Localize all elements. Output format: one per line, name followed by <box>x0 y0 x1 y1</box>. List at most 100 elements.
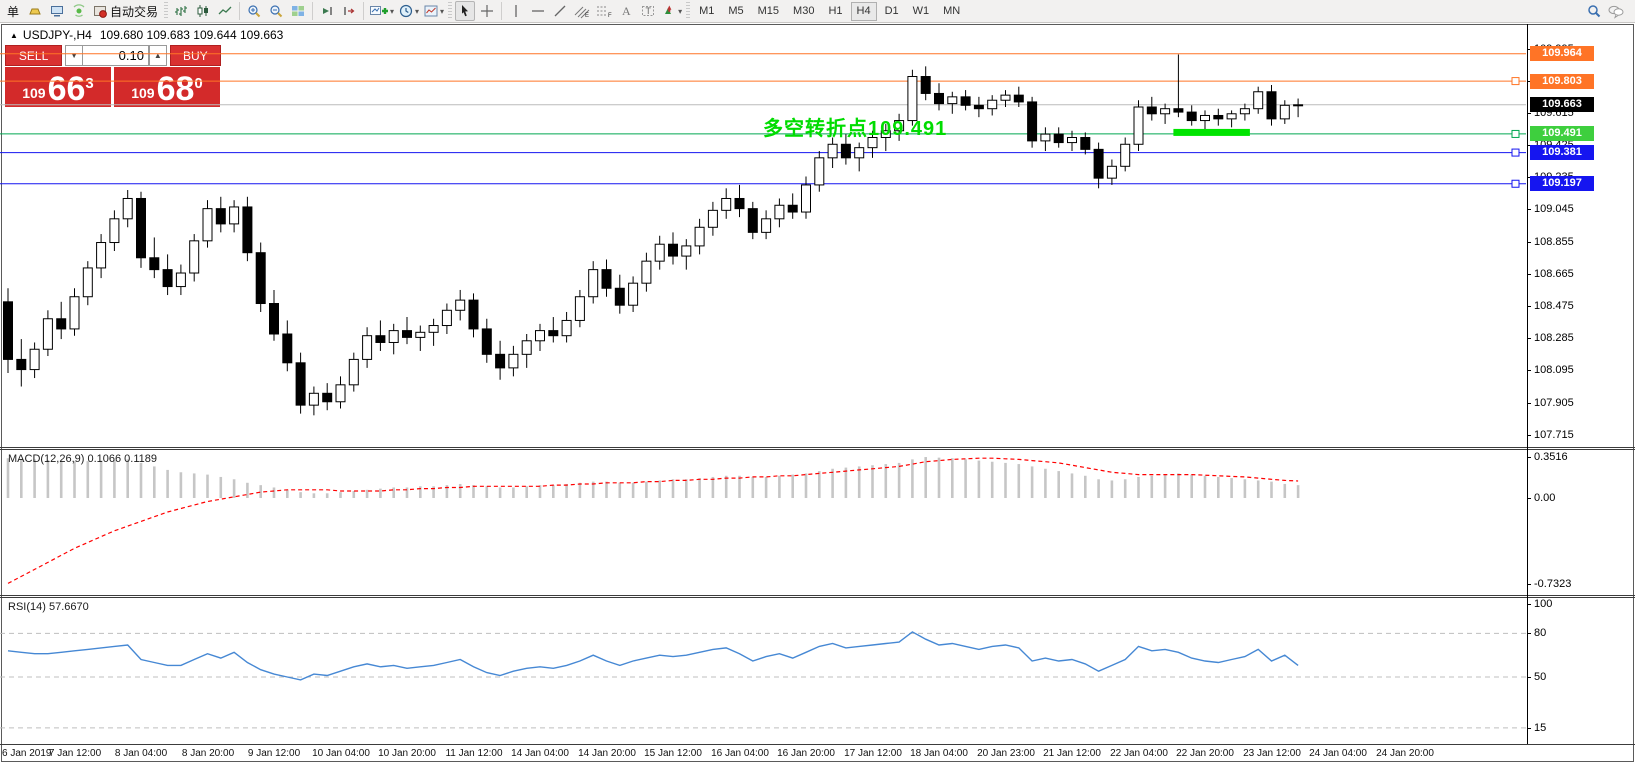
line-handle[interactable] <box>1511 129 1520 138</box>
candle-body <box>827 143 838 159</box>
bar-chart-icon[interactable] <box>171 1 191 21</box>
vertical-line-tool[interactable] <box>506 1 526 21</box>
ohlc-values: 109.680 109.683 109.644 109.663 <box>99 28 284 42</box>
line-handle[interactable] <box>1511 77 1520 86</box>
crosshair-tool[interactable] <box>477 1 497 21</box>
sell-price-display[interactable]: 109 66 3 <box>5 67 111 107</box>
chat-icon[interactable] <box>1606 1 1626 21</box>
volume-decrease-button[interactable]: ▼ <box>65 45 83 66</box>
text-label-tool[interactable]: T <box>638 1 658 21</box>
candle-body <box>109 218 120 244</box>
tab-timeframe-m1[interactable]: M1 <box>699 5 715 17</box>
candlestick-chart-icon[interactable] <box>193 1 213 21</box>
price-tick-dash <box>1527 306 1531 307</box>
template-button[interactable]: ▾ <box>422 1 445 21</box>
candle-body <box>202 208 213 242</box>
panel-separator[interactable] <box>0 597 1635 598</box>
fibonacci-tool[interactable]: F <box>594 1 614 21</box>
add-indicator-button[interactable]: ▾ <box>368 1 395 21</box>
tab-timeframe-h4[interactable]: H4 <box>850 1 877 21</box>
volume-input[interactable] <box>82 45 149 66</box>
candle-body <box>242 206 253 254</box>
tab-timeframe-h1[interactable]: H1 <box>828 5 843 17</box>
zoom-out-icon[interactable] <box>266 1 286 21</box>
trendline-tool[interactable] <box>550 1 570 21</box>
new-order-button[interactable]: 单 <box>3 1 23 21</box>
rsi-plot[interactable] <box>0 598 1527 744</box>
candle-body <box>229 206 240 225</box>
main-chart-plot[interactable] <box>0 24 1527 447</box>
time-axis-label: 7 Jan 12:00 <box>48 748 102 759</box>
zoom-in-icon[interactable] <box>244 1 264 21</box>
signal-icon[interactable] <box>69 1 89 21</box>
tab-timeframe-m30[interactable]: M30 <box>793 5 815 17</box>
macd-scale-label: 0.00 <box>1534 492 1556 504</box>
volume-increase-button[interactable]: ▲ <box>148 45 167 66</box>
candle-body <box>1239 108 1250 115</box>
candle-body <box>987 99 998 110</box>
tab-timeframe-w1[interactable]: W1 <box>912 5 930 17</box>
chart-shift-icon[interactable] <box>339 1 359 21</box>
panel-separator[interactable] <box>0 595 1635 596</box>
tab-timeframe-m5[interactable]: M5 <box>728 5 744 17</box>
candle-body <box>375 335 386 343</box>
collapse-panel-icon[interactable]: ▲ <box>10 30 18 40</box>
price-tick-dash <box>1527 145 1531 146</box>
price-tick-label: 108.665 <box>1534 268 1574 280</box>
candle-body <box>96 242 107 269</box>
toolbar-grip <box>448 2 453 20</box>
time-axis-label: 20 Jan 23:00 <box>977 748 1035 759</box>
candle-body <box>82 267 93 298</box>
pivot-annotation[interactable]: 多空转折点109.491 <box>763 118 948 140</box>
time-axis-label: 22 Jan 04:00 <box>1110 748 1168 759</box>
rsi-tick-dash <box>1527 604 1531 605</box>
candle-body <box>1186 111 1197 122</box>
line-handle[interactable] <box>1511 179 1520 188</box>
text-tool[interactable]: A <box>616 1 636 21</box>
gold-icon[interactable] <box>25 1 45 21</box>
macd-plot[interactable] <box>0 450 1527 595</box>
buy-price-display[interactable]: 109 68 0 <box>114 67 220 107</box>
candle-body <box>588 269 599 298</box>
tab-timeframe-mn[interactable]: MN <box>943 5 961 17</box>
price-badge: 109.803 <box>1530 74 1594 89</box>
candle-body <box>136 197 146 259</box>
candle-body <box>1200 114 1210 122</box>
search-icon[interactable] <box>1584 1 1604 21</box>
tab-timeframe-m15[interactable]: M15 <box>757 5 780 17</box>
candle-body <box>1146 106 1157 115</box>
channel-tool[interactable]: E <box>572 1 592 21</box>
horizontal-line-tool[interactable] <box>528 1 548 21</box>
candle-body <box>601 269 612 289</box>
period-button[interactable]: ▾ <box>397 1 420 21</box>
tile-windows-icon[interactable] <box>288 1 308 21</box>
toolbar-separator <box>312 2 314 20</box>
tab-timeframe-d1[interactable]: D1 <box>884 5 899 17</box>
candle-body <box>1053 133 1064 144</box>
price-axis-line[interactable] <box>1527 24 1528 744</box>
line-chart-icon[interactable] <box>215 1 235 21</box>
panel-separator[interactable] <box>0 449 1635 450</box>
green-highlight-segment[interactable] <box>1173 128 1250 136</box>
candle-body <box>402 330 412 338</box>
candle-body <box>1279 104 1290 120</box>
rsi-scale-label: 15 <box>1534 722 1547 734</box>
auto-scroll-icon[interactable] <box>317 1 337 21</box>
terminal-icon[interactable] <box>47 1 67 21</box>
line-handle[interactable] <box>1511 148 1520 157</box>
panel-separator[interactable] <box>0 447 1635 448</box>
arrows-tool[interactable]: ▾ <box>660 1 683 21</box>
sell-button[interactable]: SELL <box>5 45 63 66</box>
price-tick-dash <box>1527 338 1531 339</box>
candle-body <box>282 333 293 364</box>
dropdown-arrow-icon: ▾ <box>390 6 395 16</box>
time-axis-label: 24 Jan 20:00 <box>1376 748 1434 759</box>
rsi-tick-dash <box>1527 677 1531 678</box>
macd-scale-label: 0.3516 <box>1534 451 1568 463</box>
price-tick-dash <box>1527 81 1531 82</box>
autotrading-button[interactable]: 自动交易 <box>91 1 161 21</box>
price-badge: 109.491 <box>1530 126 1594 141</box>
cursor-tool[interactable] <box>455 1 476 21</box>
buy-button[interactable]: BUY <box>169 45 221 66</box>
price-tick-dash <box>1527 403 1531 404</box>
